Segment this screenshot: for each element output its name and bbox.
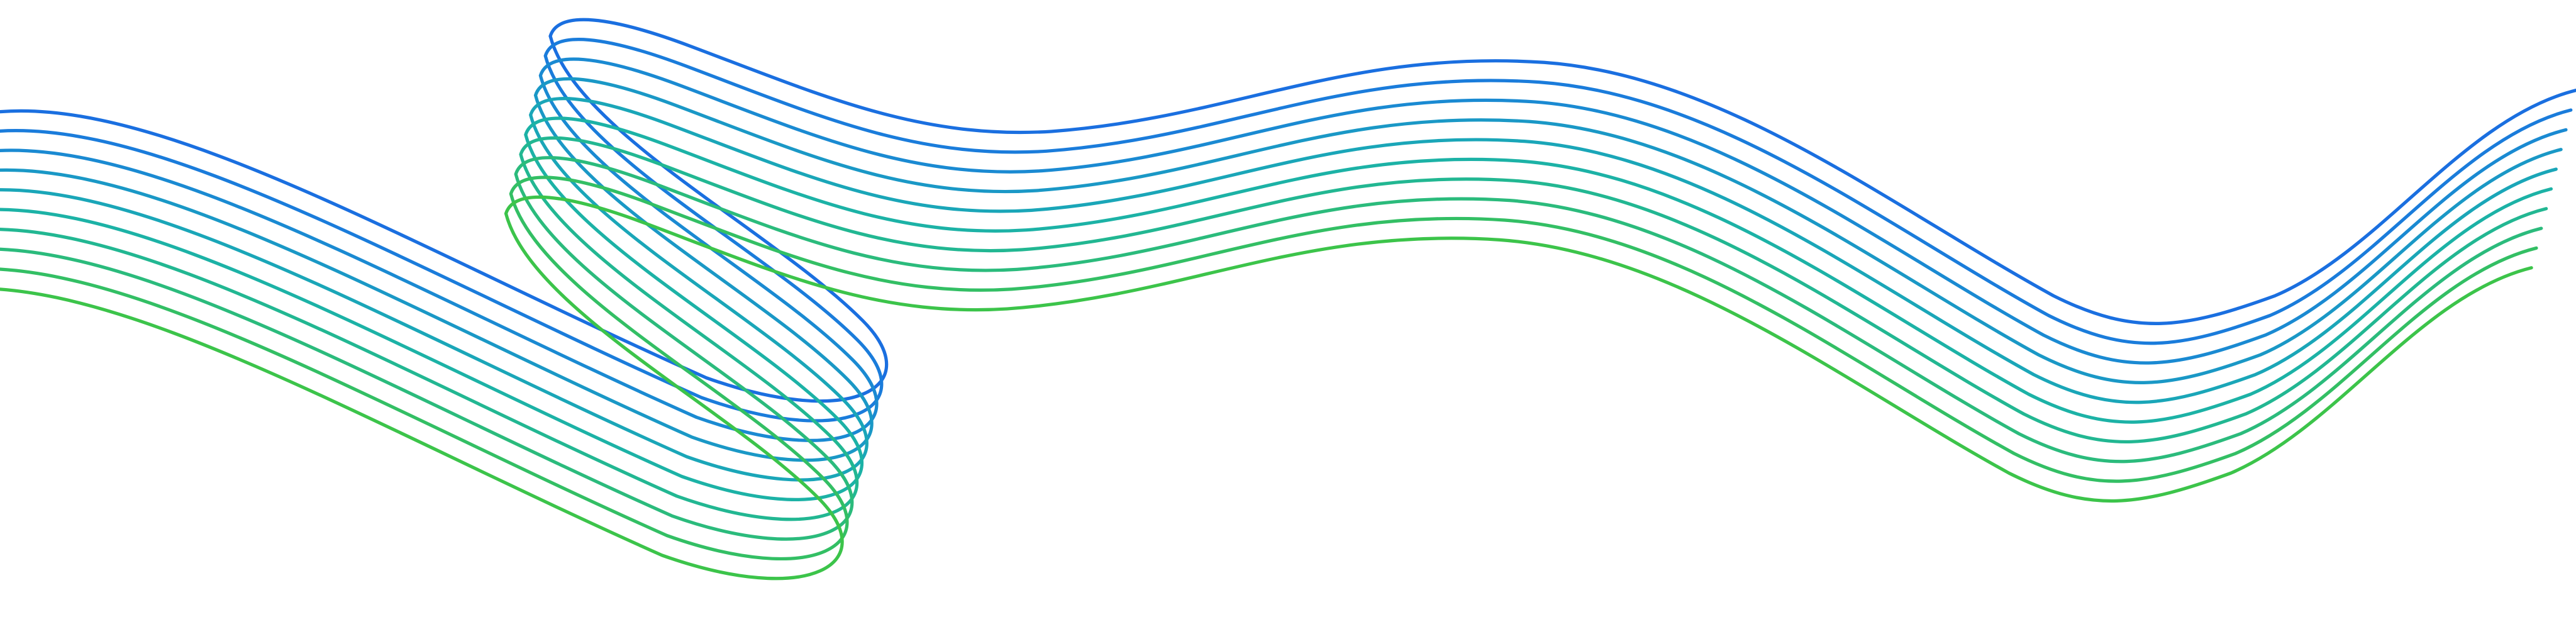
ribbon-line (0, 197, 2531, 578)
ribbon-line (0, 177, 2536, 559)
ribbon-line (0, 138, 2546, 519)
ribbon (0, 19, 2576, 578)
ribbon-line (0, 118, 2551, 499)
ribbon-line (0, 40, 2571, 421)
ribbon-line (0, 99, 2556, 480)
ribbon-line (0, 19, 2576, 401)
ribbon-line (0, 158, 2541, 539)
